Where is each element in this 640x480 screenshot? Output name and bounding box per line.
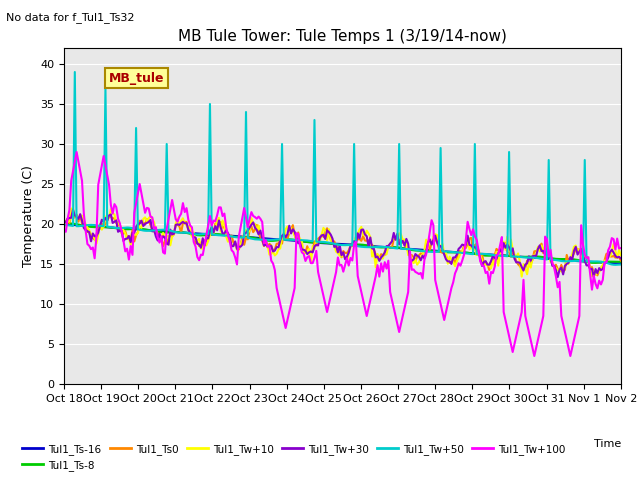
Tul1_Tw+100: [617, 245, 625, 251]
Tul1_Tw+50: [303, 238, 311, 243]
Y-axis label: Temperature (C): Temperature (C): [22, 165, 35, 267]
Tul1_Tw+10: [303, 248, 311, 254]
Tul1_Tw+50: [71, 69, 79, 75]
Tul1_Tw+50: [237, 235, 244, 240]
Tul1_Tw+10: [60, 225, 68, 231]
Title: MB Tule Tower: Tule Temps 1 (3/19/14-now): MB Tule Tower: Tule Temps 1 (3/19/14-now…: [178, 29, 507, 44]
Tul1_Ts-8: [235, 234, 243, 240]
Line: Tul1_Tw+30: Tul1_Tw+30: [64, 210, 621, 277]
Line: Tul1_Tw+100: Tul1_Tw+100: [64, 152, 621, 356]
Tul1_Ts0: [125, 233, 132, 239]
Tul1_Tw+100: [573, 321, 581, 327]
Tul1_Ts-8: [325, 240, 333, 246]
Tul1_Tw+100: [73, 149, 81, 155]
Tul1_Tw+30: [327, 232, 335, 238]
Tul1_Tw+100: [327, 293, 335, 299]
Tul1_Ts0: [60, 224, 68, 230]
Tul1_Ts-8: [212, 231, 220, 237]
Legend: Tul1_Ts-16, Tul1_Ts-8, Tul1_Ts0, Tul1_Tw+10, Tul1_Tw+30, Tul1_Tw+50, Tul1_Tw+100: Tul1_Ts-16, Tul1_Ts-8, Tul1_Ts0, Tul1_Tw…: [18, 439, 570, 475]
Tul1_Ts-16: [617, 261, 625, 266]
Tul1_Tw+10: [573, 249, 581, 255]
Tul1_Tw+100: [213, 212, 221, 218]
Tul1_Tw+50: [327, 240, 335, 246]
Tul1_Ts0: [617, 258, 625, 264]
Tul1_Ts-16: [212, 232, 220, 238]
Tul1_Tw+10: [125, 235, 132, 241]
Tul1_Tw+10: [237, 241, 244, 247]
Tul1_Ts-16: [301, 239, 309, 245]
Tul1_Ts-8: [60, 220, 68, 226]
Tul1_Ts-16: [325, 240, 333, 246]
Tul1_Tw+30: [237, 244, 244, 250]
Tul1_Ts-16: [570, 258, 578, 264]
Tul1_Ts0: [237, 241, 244, 247]
Tul1_Ts0: [593, 273, 601, 278]
Tul1_Tw+30: [69, 207, 77, 213]
Tul1_Tw+10: [213, 218, 221, 224]
Tul1_Ts-8: [124, 227, 131, 232]
Tul1_Tw+100: [531, 353, 538, 359]
Tul1_Tw+50: [60, 222, 68, 228]
Tul1_Tw+50: [617, 262, 625, 267]
Tul1_Ts-16: [235, 233, 243, 239]
Tul1_Tw+50: [125, 225, 132, 230]
Tul1_Tw+10: [327, 238, 335, 243]
Text: MB_tule: MB_tule: [109, 72, 164, 84]
Line: Tul1_Tw+50: Tul1_Tw+50: [64, 72, 621, 265]
Tul1_Tw+30: [554, 274, 561, 280]
Tul1_Ts-8: [590, 260, 598, 266]
Tul1_Tw+50: [612, 262, 620, 268]
Text: Time: Time: [593, 439, 621, 449]
Tul1_Tw+30: [573, 252, 581, 257]
Tul1_Tw+100: [237, 224, 244, 230]
Tul1_Ts-16: [124, 226, 131, 231]
Tul1_Ts-8: [301, 239, 309, 245]
Tul1_Tw+10: [67, 205, 75, 211]
Tul1_Tw+10: [518, 274, 525, 279]
Tul1_Tw+50: [572, 258, 580, 264]
Tul1_Tw+30: [617, 255, 625, 261]
Tul1_Tw+30: [213, 228, 221, 233]
Line: Tul1_Tw+10: Tul1_Tw+10: [64, 208, 621, 276]
Tul1_Tw+30: [125, 233, 132, 239]
Tul1_Ts0: [303, 243, 311, 249]
Line: Tul1_Ts-8: Tul1_Ts-8: [64, 223, 621, 263]
Line: Tul1_Ts0: Tul1_Ts0: [64, 213, 621, 276]
Tul1_Ts-8: [617, 259, 625, 264]
Tul1_Tw+10: [617, 252, 625, 258]
Tul1_Ts0: [572, 246, 580, 252]
Text: No data for f_Tul1_Ts32: No data for f_Tul1_Ts32: [6, 12, 135, 23]
Tul1_Ts0: [213, 221, 221, 227]
Tul1_Ts0: [69, 210, 77, 216]
Tul1_Tw+30: [303, 251, 311, 257]
Line: Tul1_Ts-16: Tul1_Ts-16: [64, 225, 621, 264]
Tul1_Tw+50: [213, 232, 221, 238]
Tul1_Tw+30: [60, 219, 68, 225]
Tul1_Tw+100: [125, 257, 132, 263]
Tul1_Tw+100: [60, 228, 68, 233]
Tul1_Ts-16: [60, 222, 68, 228]
Tul1_Ts-8: [570, 256, 578, 262]
Tul1_Tw+100: [303, 254, 311, 260]
Tul1_Ts0: [327, 237, 335, 242]
